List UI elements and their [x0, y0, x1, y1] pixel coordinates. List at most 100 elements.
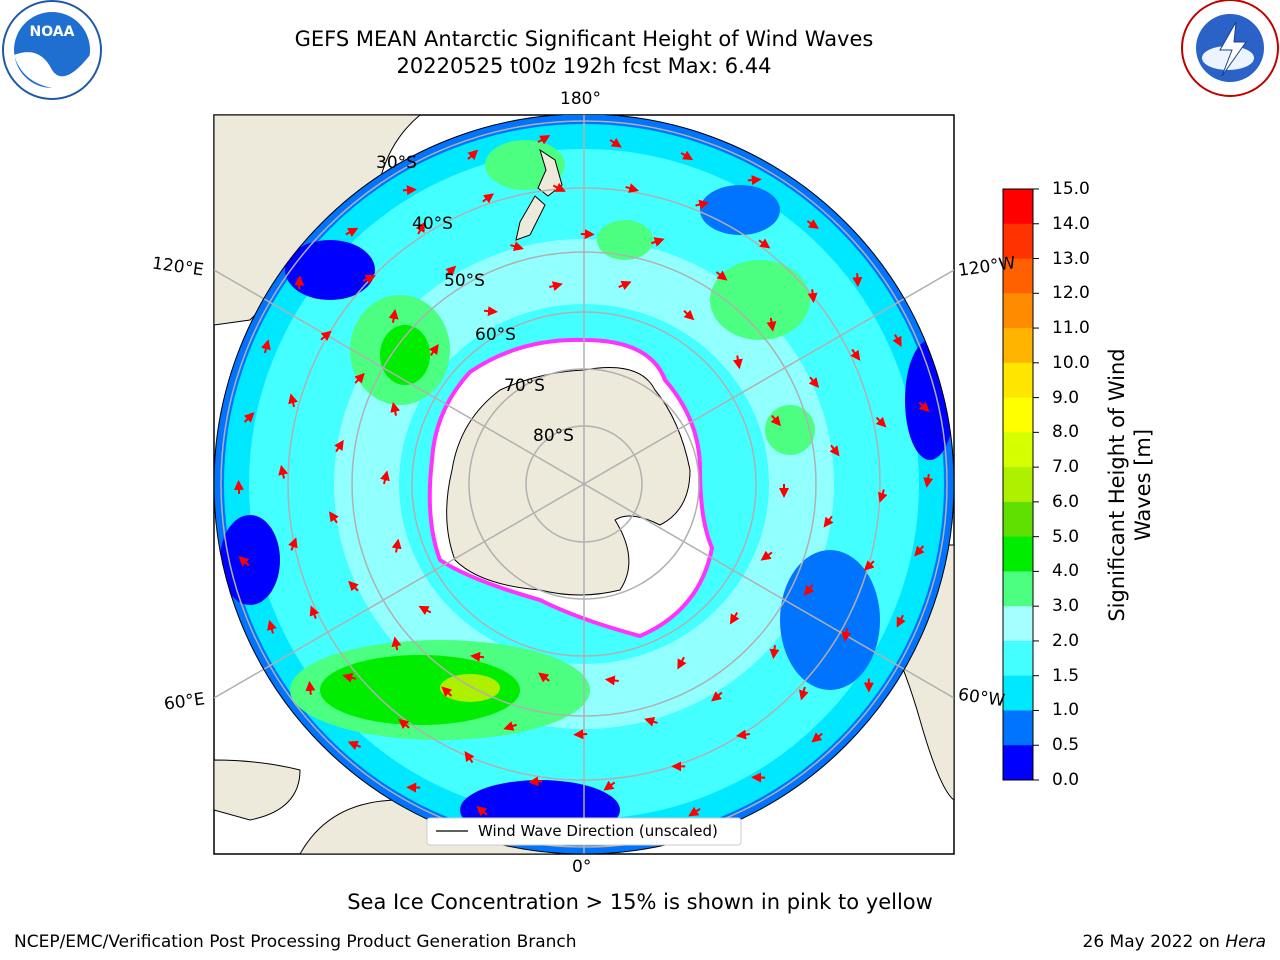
colorbar-segment: [1003, 640, 1033, 677]
wind-wave-arrow: [892, 334, 902, 347]
colorbar-tick-label: 15.0: [1052, 179, 1090, 199]
colorbar-segment: [1003, 293, 1033, 329]
wind-wave-arrow: [390, 401, 401, 416]
wind-wave-arrow: [391, 538, 402, 553]
credit-text: NCEP/EMC/Verification Post Processing Pr…: [14, 932, 577, 952]
wind-wave-arrow: [445, 265, 457, 277]
colorbar-segment: [1003, 223, 1033, 260]
wind-wave-arrow: [354, 372, 365, 384]
wind-wave-arrow: [329, 511, 339, 524]
wind-wave-arrow: [309, 605, 320, 619]
wind-wave-arrow: [537, 135, 551, 145]
wind-wave-arrow: [415, 221, 425, 235]
wind-wave-arrow: [806, 219, 819, 229]
colorbar-segment: [1003, 606, 1033, 642]
wind-wave-arrow: [320, 330, 332, 341]
wind-wave-arrow: [807, 289, 818, 304]
wind-wave-arrow: [334, 439, 344, 453]
wind-wave-arrow: [760, 550, 773, 561]
lat-label-30s: 30°S: [376, 153, 417, 173]
wind-wave-arrow: [877, 489, 888, 503]
chart-subtitle: 20220525 t00z 192h fcst Max: 6.44: [396, 54, 772, 78]
lat-label-70s: 70°S: [504, 376, 545, 396]
wind-wave-arrow: [528, 776, 543, 787]
wind-wave-arrow: [688, 806, 701, 817]
wind-wave-arrow: [711, 691, 723, 702]
wind-wave-arrow: [398, 718, 410, 730]
date-host: Hera: [1225, 932, 1266, 952]
colorbar-tick-label: 9.0: [1052, 387, 1080, 408]
colorbar-tick-label: 13.0: [1052, 248, 1090, 269]
colorbar-label-line1: Significant Height of Wind: [1105, 348, 1129, 622]
wind-wave-arrow: [769, 645, 780, 660]
colorbar-tick-label: 14.0: [1052, 213, 1090, 234]
wind-wave-arrow: [428, 343, 439, 357]
wind-wave-arrow: [923, 473, 934, 488]
wind-wave-arrow: [482, 193, 495, 204]
wind-wave-arrow: [896, 614, 906, 628]
wind-wave-arrow: [603, 780, 616, 791]
colorbar-tick-label: 6.0: [1052, 491, 1080, 512]
wind-wave-arrow: [278, 464, 289, 479]
land-antarctica: [446, 367, 691, 596]
lat-label-50s: 50°S: [444, 271, 485, 291]
lon-label-180: 180°: [560, 89, 601, 109]
wind-wave-arrow: [345, 227, 359, 237]
wind-wave-arrow: [823, 515, 834, 528]
wind-wave-arrow: [829, 444, 840, 457]
map-legend: [426, 817, 742, 846]
wind-wave-arrow: [918, 401, 930, 413]
colorbar-tick-label: 11.0: [1052, 318, 1090, 339]
wind-wave-arrow: [863, 560, 875, 571]
colorbar-label-line2: Waves [m]: [1131, 428, 1155, 542]
colorbar-tick-label: 4.0: [1052, 561, 1080, 582]
wind-wave-arrow: [464, 751, 475, 764]
date-prefix: 26 May 2022 on: [1082, 932, 1226, 952]
wind-wave-arrow: [288, 537, 298, 551]
wind-wave-arrow: [267, 619, 277, 634]
wind-wave-arrow: [715, 270, 728, 281]
wind-wave-arrow: [609, 138, 622, 148]
lat-label-40s: 40°S: [412, 214, 453, 234]
colorbar-segment: [1003, 710, 1033, 746]
wind-wave-arrow: [261, 339, 271, 354]
wind-wave-arrow: [380, 470, 390, 485]
wind-wave-arrow: [347, 740, 362, 751]
colorbar-segment: [1003, 432, 1033, 468]
colorbar-tick-label: 7.0: [1052, 457, 1080, 478]
colorbar-tick-label: 10.0: [1052, 352, 1090, 373]
colorbar-label: Significant Height of Wind Waves [m]: [1104, 348, 1156, 621]
wind-wave-arrow: [538, 672, 550, 683]
wind-wave-arrow: [852, 273, 863, 288]
wind-wave-arrow: [732, 355, 743, 370]
colorbar-segment: [1003, 745, 1033, 781]
colorbar-segment: [1003, 501, 1033, 538]
land-madagascar: [214, 759, 301, 821]
colorbar-segment: [1003, 571, 1033, 607]
nws-logo: [1181, 0, 1279, 97]
wind-wave-arrow: [476, 805, 488, 817]
wind-wave-arrow: [644, 716, 658, 727]
date-text: 26 May 2022 on Hera: [1083, 932, 1267, 952]
wind-wave-arrow: [850, 348, 861, 361]
wind-wave-arrow: [625, 183, 640, 193]
lat-label-60s: 60°S: [475, 325, 516, 345]
chart-title: GEFS MEAN Antarctic Significant Height o…: [294, 27, 874, 51]
wind-wave-arrow: [804, 584, 815, 596]
colorbar-tick-label: 1.0: [1052, 700, 1080, 721]
colorbar-segment: [1003, 362, 1033, 399]
colorbar-segment: [1003, 189, 1033, 225]
colorbar: [1002, 188, 1039, 781]
wind-wave-arrow: [798, 686, 809, 701]
wind-wave-arrow: [288, 393, 298, 408]
wind-wave-arrow: [604, 675, 619, 686]
wind-wave-arrow: [677, 656, 687, 670]
noaa-logo-text: NOAA: [30, 24, 75, 40]
wind-wave-arrow: [388, 308, 399, 323]
colorbar-tick-label: 0.5: [1052, 735, 1080, 756]
wind-wave-arrow: [811, 732, 823, 743]
sea-ice-note: Sea Ice Concentration > 15% is shown in …: [347, 890, 933, 914]
wind-wave-arrow: [680, 150, 694, 161]
wind-wave-arrow: [552, 182, 566, 192]
